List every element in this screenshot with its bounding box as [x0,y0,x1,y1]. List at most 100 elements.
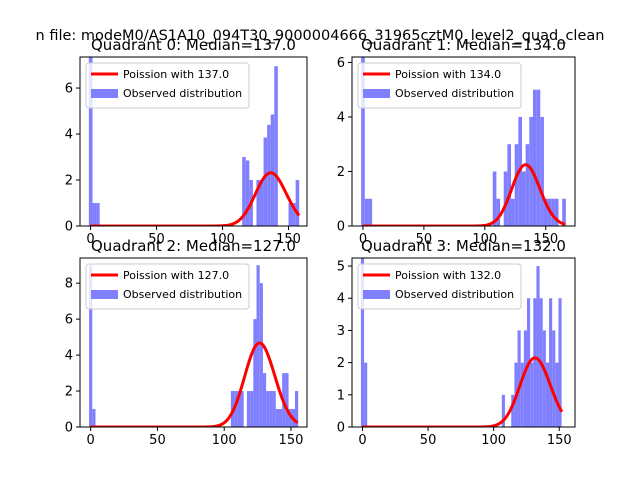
x-tick-label: 0 [86,232,94,247]
histogram-bar [260,180,264,226]
legend-label: Poission with 134.0 [395,68,501,81]
y-tick-label: 0 [65,220,73,235]
legend-label: Observed distribution [395,87,514,100]
y-tick-label: 6 [65,313,73,328]
legend-box [357,62,522,109]
histogram-bar [503,171,508,226]
y-tick-label: 2 [337,165,345,180]
histogram-bar [245,160,250,226]
legend-bar-swatch [363,290,390,299]
histogram-bar [552,330,556,427]
histogram-bar [263,137,268,226]
y-tick-label: 4 [65,349,73,364]
histogram-bar [543,198,548,226]
histogram-bar [269,391,273,427]
poisson-curve [90,171,301,226]
histogram-bar [242,157,246,226]
poisson-curve [362,356,564,427]
histogram-bar [361,57,365,226]
x-tick-label: 150 [533,232,558,247]
y-tick-label: 6 [337,56,345,71]
poisson-curve [90,341,299,427]
histogram-bar [517,330,521,427]
histogram-bar [368,198,373,226]
x-tick-label: 0 [87,433,95,448]
histogram-bar [521,171,526,226]
histogram-bar [364,362,368,427]
subplot-title: Quadrant 1: Median=134.0 [361,36,566,54]
histogram-bar [525,144,530,226]
histogram-bar [549,298,553,427]
histogram-bar [292,203,296,226]
histogram-bar [501,394,505,427]
histogram-bar [274,66,278,226]
y-tick-label: 2 [337,356,345,371]
plot-frame [351,56,576,227]
histogram-bar [92,409,96,427]
subplot-0: 0 50 100 150 0 2 4 6 Quadrant 0: Median=137.0 Poi… [65,36,308,247]
histogram-bar [266,391,270,427]
poisson-curve [362,163,566,226]
legend-label: Poission with 127.0 [123,269,229,282]
histogram-bar [237,391,241,427]
histogram-bar [285,373,289,427]
histogram-bar [555,362,559,427]
histogram-bar [89,265,93,427]
legend-label: Observed distribution [395,288,514,301]
y-tick-label: 4 [65,128,73,143]
histogram-bar [246,391,251,427]
subplot-title: Quadrant 3: Median=132.0 [361,237,566,255]
x-tick-label: 50 [149,433,166,448]
histogram-bar [532,89,537,226]
y-tick-label: 5 [337,260,345,275]
y-tick-label: 0 [337,421,345,436]
histogram-bar [256,180,261,226]
x-tick-label: 150 [279,433,304,448]
histogram-bar [250,391,254,427]
figure-suptitle: n file: modeM0/AS1A10_094T30_9000004666_… [36,28,605,44]
y-tick-label: 2 [65,385,73,400]
x-tick-label: 50 [420,433,437,448]
histogram-bar [364,198,369,226]
histogram-bar [496,198,501,226]
legend-label: Observed distribution [123,288,242,301]
histogram-bar [92,203,97,226]
x-tick-label: 0 [359,232,367,247]
histogram-bar [511,198,515,226]
histogram-bar [278,409,283,427]
legend-box [85,62,250,109]
histogram-bar [558,298,562,427]
plot-frame [79,257,308,428]
histogram-bar [96,203,100,226]
histogram-bar [554,198,559,226]
legend-box [85,263,250,310]
histogram-bar [511,394,515,427]
x-tick-label: 50 [148,232,165,247]
histogram-bar [272,391,276,427]
subplot-2: 0 50 100 150 0 2 4 6 8 Quadrant 2: Median=127.0 Po… [65,237,308,448]
x-tick-label: 0 [358,433,366,448]
histogram-bar [520,362,524,427]
histogram-bar [275,409,279,427]
x-tick-label: 50 [416,232,433,247]
legend-label: Observed distribution [123,87,242,100]
histogram-bar [545,362,550,427]
legend-bar-swatch [91,290,118,299]
subplot-3: 0 50 100 150 0 1 2 3 4 5 Quadrant 3: Median=132.0 P… [337,237,576,448]
histogram-bar [507,144,512,226]
histogram-bar [542,330,546,427]
plot-frame [79,56,308,227]
x-tick-label: 100 [481,433,506,448]
y-tick-label: 3 [337,324,345,339]
histogram-bars [88,57,300,226]
histogram-bar [530,362,534,427]
y-tick-label: 0 [65,421,73,436]
histogram-bar [492,171,497,226]
histogram-bar [514,144,519,226]
histogram-bar [288,409,292,427]
histogram-bar [536,89,541,226]
y-tick-label: 2 [65,174,73,189]
histogram-bar [294,391,299,427]
legend-label: Poission with 132.0 [395,269,501,282]
